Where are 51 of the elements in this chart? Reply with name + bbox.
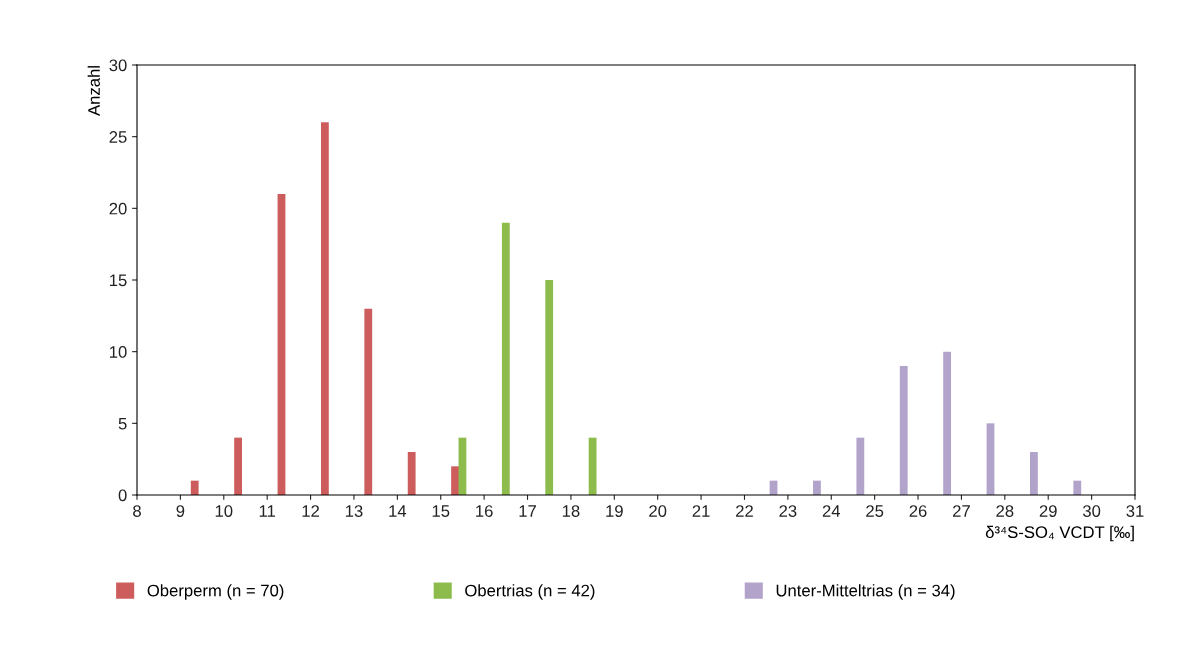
x-tick-label: 11	[259, 505, 276, 517]
y-tick-label: 30	[109, 59, 127, 72]
x-tick-label: 27	[953, 505, 970, 517]
bar	[943, 351, 952, 495]
legend-label: Oberperm (n = 70)	[147, 584, 284, 600]
y-tick-label: 20	[109, 202, 127, 215]
x-tick-label: 8	[133, 505, 141, 517]
x-tick-label: 14	[389, 505, 407, 517]
bar	[588, 437, 597, 495]
x-tick-label: 9	[176, 505, 185, 517]
x-tick-label: 18	[562, 505, 580, 517]
x-tick-label: 25	[866, 505, 884, 517]
y-axis-title: Anzahl	[87, 66, 100, 116]
x-tick-label: 20	[649, 505, 667, 517]
y-tick-label: 5	[118, 417, 127, 430]
bar	[364, 308, 373, 495]
x-tick-label: 30	[1082, 505, 1101, 517]
y-tick-label: 25	[109, 131, 127, 143]
x-tick-label: 13	[345, 505, 363, 517]
bar	[899, 366, 908, 495]
x-tick-label: 21	[692, 505, 710, 517]
bar	[1029, 452, 1038, 495]
bar	[813, 480, 821, 495]
x-tick-label: 26	[909, 505, 927, 517]
x-tick-label: 15	[432, 505, 450, 517]
x-tick-label: 24	[822, 505, 841, 517]
x-tick-label: 22	[736, 505, 753, 517]
bar	[856, 437, 865, 495]
legend-label: Unter-Mitteltrias (n = 34)	[776, 584, 955, 600]
x-tick-label: 16	[476, 505, 493, 517]
bar	[1073, 480, 1082, 495]
bar	[545, 280, 554, 495]
x-tick-label: 29	[1039, 505, 1057, 517]
x-tick-label: 28	[996, 505, 1014, 517]
bar	[320, 122, 329, 495]
bar	[407, 452, 416, 495]
y-tick-label: 0	[118, 489, 127, 502]
x-tick-label: 23	[779, 505, 797, 517]
y-tick-label: 10	[110, 346, 127, 358]
legend-label: Obertrias (n = 42)	[465, 584, 595, 600]
bar	[190, 480, 199, 495]
bar	[234, 437, 243, 495]
x-tick-label: 31	[1126, 505, 1144, 517]
bar	[451, 466, 459, 495]
x-axis-title: δ³⁴S-SO₄ VCDT [‰]	[985, 525, 1134, 542]
x-tick-label: 17	[519, 505, 536, 517]
bar	[501, 222, 510, 495]
y-tick-label: 15	[110, 274, 127, 287]
x-tick-label: 10	[215, 505, 233, 517]
x-tick-label: 19	[606, 505, 623, 517]
x-tick-label: 12	[302, 505, 319, 517]
